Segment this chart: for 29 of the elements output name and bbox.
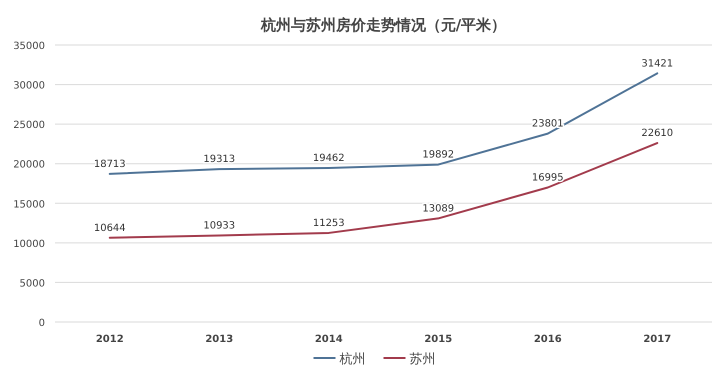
data-label: 19313 [203, 154, 236, 166]
data-label: 31421 [641, 58, 674, 70]
chart-title: 杭州与苏州房价走势情况（元/平米） [260, 16, 506, 34]
y-tick-label: 10000 [13, 238, 45, 250]
y-tick-label: 20000 [13, 160, 45, 171]
legend-label: 苏州 [410, 352, 436, 367]
x-tick-label: 2015 [424, 334, 452, 345]
y-tick-label: 15000 [13, 199, 45, 210]
data-label: 18713 [94, 158, 126, 170]
y-tick-label: 0 [38, 318, 45, 329]
y-tick-label: 5000 [20, 278, 45, 290]
x-tick-label: 2013 [205, 334, 234, 345]
data-label: 19892 [422, 150, 454, 161]
data-label: 13089 [422, 203, 454, 214]
x-tick-label: 2017 [643, 334, 672, 345]
x-tick-label: 2016 [534, 334, 562, 345]
legend-label: 杭州 [338, 352, 366, 367]
data-label: 19462 [312, 152, 345, 164]
data-label: 10933 [203, 220, 236, 232]
data-label: 11253 [312, 218, 345, 229]
data-label: 16995 [532, 172, 564, 184]
y-tick-label: 30000 [13, 80, 45, 92]
y-tick-label: 25000 [13, 120, 45, 132]
data-label: 23801 [532, 118, 564, 130]
x-tick-label: 2014 [314, 334, 343, 345]
y-tick-label: 35000 [13, 41, 45, 52]
data-label: 22610 [641, 128, 674, 140]
x-tick-label: 2012 [96, 334, 124, 345]
data-label: 10644 [94, 222, 126, 234]
